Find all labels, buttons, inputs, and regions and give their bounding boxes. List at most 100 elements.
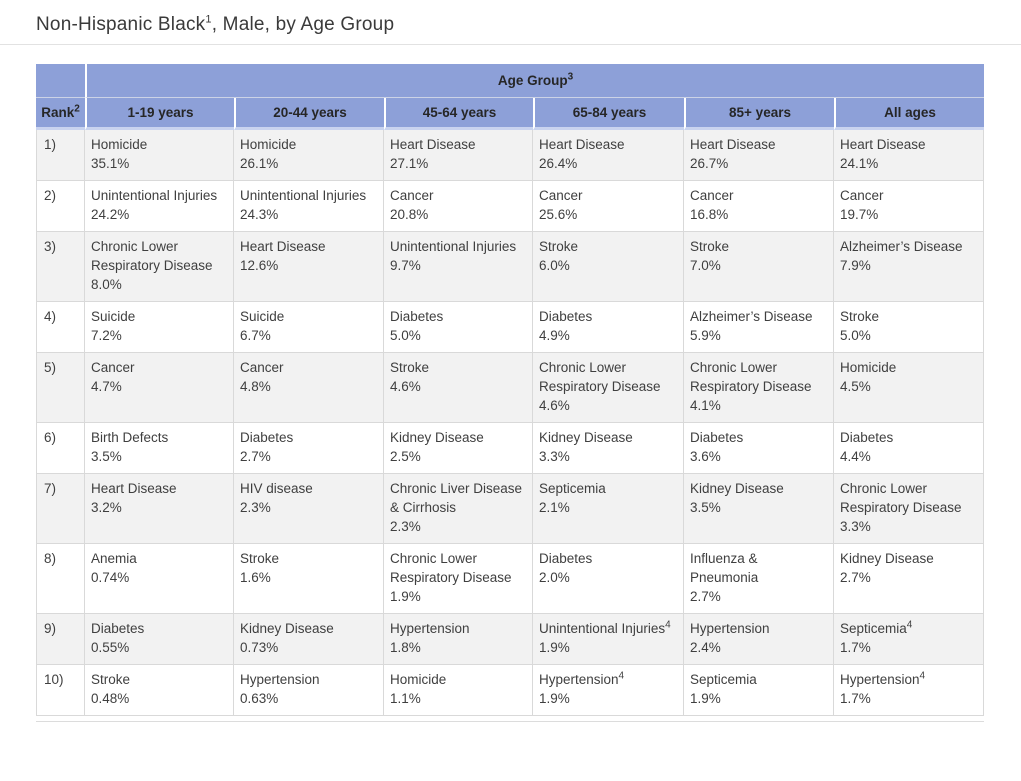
rank-cell: 10)	[36, 665, 85, 716]
cause-cell: Kidney Disease 2.5%	[384, 423, 533, 474]
rank-cell: 4)	[36, 302, 85, 353]
percent-value: 0.74%	[91, 570, 130, 585]
percent-value: 1.7%	[840, 691, 871, 706]
cause-cell: Birth Defects 3.5%	[85, 423, 234, 474]
cause-label: Alzheimer’s Disease	[840, 239, 963, 254]
percent-value: 2.3%	[390, 519, 421, 534]
cause-label: Influenza & Pneumonia	[690, 551, 759, 585]
cause-label: Chronic Lower Respiratory Disease	[840, 481, 962, 515]
cause-label: Homicide	[240, 137, 297, 152]
table-row: 9) Diabetes 0.55% Kidney Disease 0.73% Hypert…	[36, 614, 984, 665]
cause-cell: Hypertension4 1.9%	[533, 665, 684, 716]
cause-cell: Chronic Lower Respiratory Disease 1.9%	[384, 544, 533, 614]
cause-cell: Unintentional Injuries 24.3%	[234, 181, 384, 232]
column-header-row: Rank2 1-19 years 20-44 years 45-64 years 65-…	[36, 98, 984, 130]
page-title: Non-Hispanic Black1, Male, by Age Group	[0, 0, 1021, 44]
percent-value: 1.8%	[390, 640, 421, 655]
cause-label: Heart Disease	[690, 137, 776, 152]
cause-label: Birth Defects	[91, 430, 169, 445]
cause-label: Suicide	[91, 309, 136, 324]
percent-value: 1.1%	[390, 691, 421, 706]
cause-cell: Diabetes 0.55%	[85, 614, 234, 665]
cause-cell: Stroke 7.0%	[684, 232, 834, 302]
cause-cell: Cancer 4.8%	[234, 353, 384, 423]
cause-label: Stroke	[240, 551, 280, 566]
cause-label: Suicide	[240, 309, 285, 324]
cause-label: Heart Disease	[240, 239, 326, 254]
percent-value: 4.1%	[690, 398, 721, 413]
rank-cell: 1)	[36, 130, 85, 181]
cause-cell: Heart Disease 27.1%	[384, 130, 533, 181]
cause-label: Kidney Disease	[240, 621, 334, 636]
percent-value: 6.7%	[240, 328, 271, 343]
percent-value: 4.9%	[539, 328, 570, 343]
percent-value: 7.9%	[840, 258, 871, 273]
percent-value: 2.7%	[840, 570, 871, 585]
cause-label: Stroke	[390, 360, 430, 375]
table-row: 2) Unintentional Injuries 24.2% Unintention…	[36, 181, 984, 232]
cause-label: Septicemia	[539, 481, 606, 496]
percent-value: 3.3%	[539, 449, 570, 464]
percent-value: 2.5%	[390, 449, 421, 464]
cause-label: Heart Disease	[840, 137, 926, 152]
percent-value: 3.3%	[840, 519, 871, 534]
cause-cell: Cancer 4.7%	[85, 353, 234, 423]
rank-cell: 7)	[36, 474, 85, 544]
cause-cell: Anemia 0.74%	[85, 544, 234, 614]
column-header-65-84-years: 65-84 years	[533, 98, 684, 130]
percent-value: 27.1%	[390, 156, 429, 171]
cause-label: Heart Disease	[91, 481, 177, 496]
cause-cell: Cancer 19.7%	[834, 181, 984, 232]
percent-value: 4.5%	[840, 379, 871, 394]
cause-label: Hypertension	[690, 621, 770, 636]
cause-label: Kidney Disease	[390, 430, 484, 445]
table-row: 7) Heart Disease 3.2% HIV disease 2.3% Chroni…	[36, 474, 984, 544]
cause-label: Stroke	[91, 672, 131, 687]
percent-value: 20.8%	[390, 207, 429, 222]
page-title-text: Non-Hispanic Black	[36, 14, 206, 35]
column-header-45-64-years: 45-64 years	[384, 98, 533, 130]
percent-value: 2.3%	[240, 500, 271, 515]
rank-cell: 3)	[36, 232, 85, 302]
cause-cell: Kidney Disease 0.73%	[234, 614, 384, 665]
cause-label: Cancer	[390, 188, 434, 203]
table-row: 6) Birth Defects 3.5% Diabetes 2.7% Kidney Di…	[36, 423, 984, 474]
table-row: 5) Cancer 4.7% Cancer 4.8% Stroke 4.6% Chronic …	[36, 353, 984, 423]
cause-label: Chronic Lower Respiratory Disease	[539, 360, 661, 394]
percent-value: 9.7%	[390, 258, 421, 273]
cause-cell: Kidney Disease 2.7%	[834, 544, 984, 614]
percent-value: 24.2%	[91, 207, 130, 222]
cause-cell: Stroke 6.0%	[533, 232, 684, 302]
cause-label: Chronic Lower Respiratory Disease	[91, 239, 213, 273]
cause-cell: Diabetes 2.7%	[234, 423, 384, 474]
table-container: Age Group3 Rank2 1-19 years 20-44 years 45-6…	[36, 64, 985, 716]
percent-value: 12.6%	[240, 258, 279, 273]
percent-value: 5.9%	[690, 328, 721, 343]
cause-label: Diabetes	[690, 430, 744, 445]
cause-cell: Diabetes 2.0%	[533, 544, 684, 614]
cause-label: Kidney Disease	[690, 481, 784, 496]
cause-cell: Suicide 7.2%	[85, 302, 234, 353]
percent-value: 4.6%	[539, 398, 570, 413]
table-bottom-divider	[36, 721, 984, 722]
cause-label: Cancer	[240, 360, 284, 375]
percent-value: 1.9%	[390, 589, 421, 604]
table-row: 3) Chronic Lower Respiratory Disease 8.0% H…	[36, 232, 984, 302]
table-row: 1) Homicide 35.1% Homicide 26.1% Heart Diseas…	[36, 130, 984, 181]
cause-cell: Heart Disease 26.4%	[533, 130, 684, 181]
percent-value: 2.0%	[539, 570, 570, 585]
rank-cell: 9)	[36, 614, 85, 665]
percent-value: 1.7%	[840, 640, 871, 655]
table-header: Age Group3 Rank2 1-19 years 20-44 years 45-6…	[36, 64, 984, 130]
percent-value: 24.3%	[240, 207, 279, 222]
cause-cell: Stroke 5.0%	[834, 302, 984, 353]
cause-label: Kidney Disease	[539, 430, 633, 445]
cause-cell: Kidney Disease 3.3%	[533, 423, 684, 474]
rank-cell: 8)	[36, 544, 85, 614]
cause-label: Hypertension4	[539, 670, 625, 687]
cause-label: Hypertension	[240, 672, 320, 687]
cause-label: Diabetes	[390, 309, 444, 324]
percent-value: 1.9%	[539, 640, 570, 655]
cause-cell: Chronic Liver Disease & Cirrhosis 2.3%	[384, 474, 533, 544]
